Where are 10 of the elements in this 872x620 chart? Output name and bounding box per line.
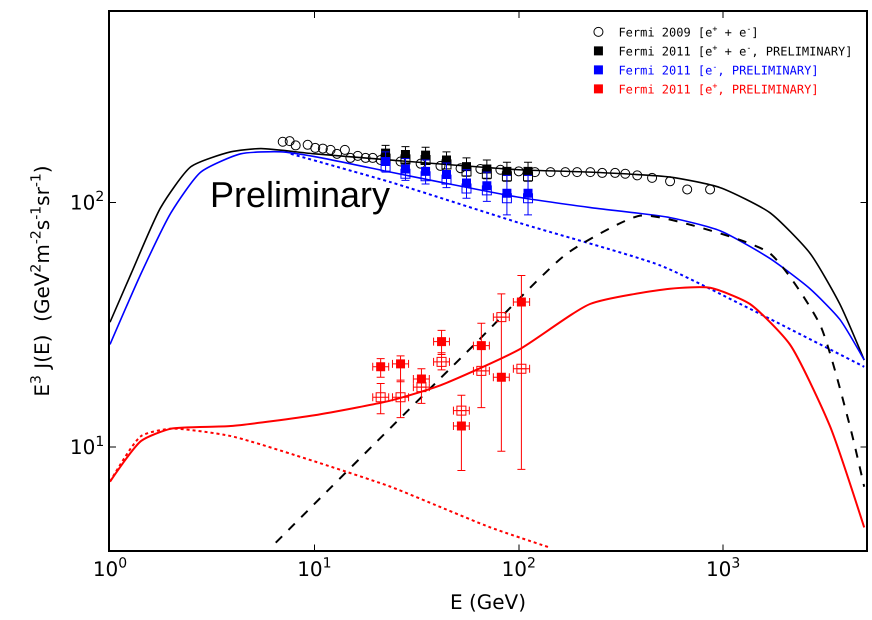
x-axis-title: E (GeV) bbox=[450, 590, 526, 614]
legend-label: Fermi 2009 [e$^{+}$ + e$^{-}$] bbox=[618, 24, 759, 40]
x-tick-label: 10$^{0}$ bbox=[92, 555, 128, 581]
x-tick-label: 10$^{1}$ bbox=[297, 555, 332, 581]
legend-label: Fermi 2011 [e$^{-}$, PRELIMINARY] bbox=[618, 62, 819, 78]
annotation: Preliminary bbox=[210, 174, 390, 215]
x-tick-label: 10$^{2}$ bbox=[502, 555, 536, 581]
legend-label: Fermi 2011 [e$^{+}$, PRELIMINARY] bbox=[618, 80, 819, 97]
x-tick-label: 10$^{3}$ bbox=[706, 555, 740, 581]
legend-label: Fermi 2011 [e$^{+}$ + e$^{-}$, PRELIMINARY] bbox=[618, 42, 853, 59]
